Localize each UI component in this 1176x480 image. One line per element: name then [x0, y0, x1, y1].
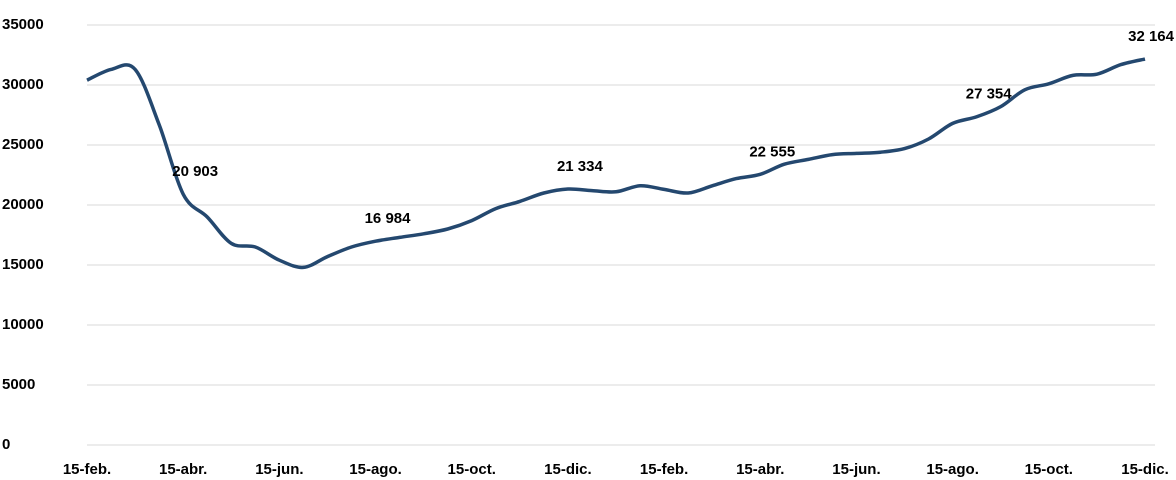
y-tick-label: 30000 [2, 76, 44, 93]
x-tick-label: 15-feb. [640, 461, 688, 478]
y-tick-label: 20000 [2, 196, 44, 213]
x-tick-label: 15-dic. [544, 461, 592, 478]
y-tick-label: 25000 [2, 136, 44, 153]
data-label: 32 164 [1128, 28, 1175, 45]
x-tick-label: 15-abr. [736, 461, 784, 478]
y-tick-label: 5000 [2, 376, 35, 393]
x-tick-label: 15-ago. [349, 461, 402, 478]
line [86, 57, 1146, 270]
y-tick-label: 0 [2, 436, 10, 453]
x-tick-label: 15-oct. [448, 461, 496, 478]
x-tick-label: 15-dic. [1121, 461, 1169, 478]
x-tick-label: 15-feb. [63, 461, 111, 478]
x-tick-label: 15-jun. [255, 461, 303, 478]
x-tick-label: 15-abr. [159, 461, 207, 478]
y-tick-label: 15000 [2, 256, 44, 273]
x-tick-label: 15-jun. [832, 461, 880, 478]
data-label: 20 903 [172, 163, 218, 180]
data-label: 21 334 [557, 158, 604, 175]
y-tick-label: 35000 [2, 16, 44, 33]
data-label: 16 984 [365, 210, 412, 227]
x-tick-label: 15-ago. [926, 461, 979, 478]
data-label: 22 555 [749, 143, 795, 160]
x-tick-label: 15-oct. [1025, 461, 1073, 478]
data-label: 27 354 [966, 86, 1013, 103]
y-tick-label: 10000 [2, 316, 44, 333]
